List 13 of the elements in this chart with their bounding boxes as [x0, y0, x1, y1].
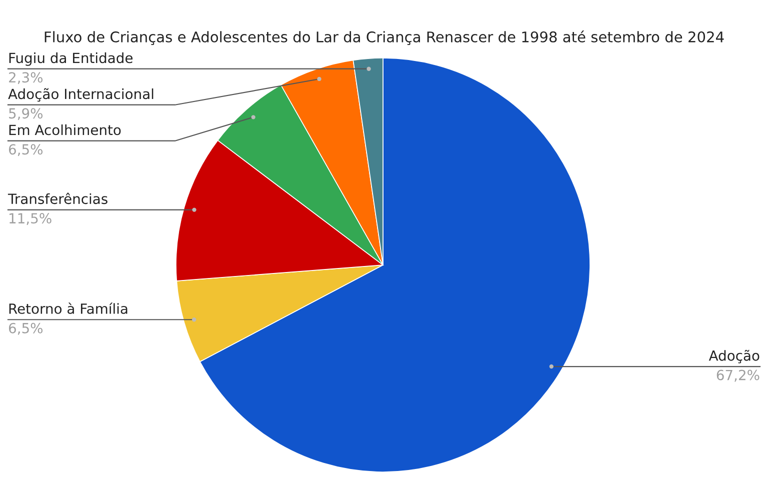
data-label: 67,2% — [716, 370, 760, 382]
slice-label: Adoção — [708, 350, 760, 364]
data-label: 11,5% — [10, 213, 52, 225]
data-label: 2,3% — [9, 72, 43, 84]
chart-title: Fluxo de Crianças e Adolescentes do Lar da Criança Renascer de 1998 até setembro de 2024 — [44, 30, 724, 46]
slice-label: Fugiu da Entidade — [9, 52, 132, 66]
data-label: 5,9% — [9, 108, 43, 120]
slice-label: Adoção Internacional — [8, 88, 154, 102]
slice-label: Transferências — [8, 192, 108, 204]
slice-label: Retorno à Família — [9, 302, 128, 314]
data-label: 6,5% — [8, 144, 43, 156]
data-label: 6,5% — [8, 322, 43, 335]
slice-label: Em Acolhimento — [9, 124, 121, 136]
